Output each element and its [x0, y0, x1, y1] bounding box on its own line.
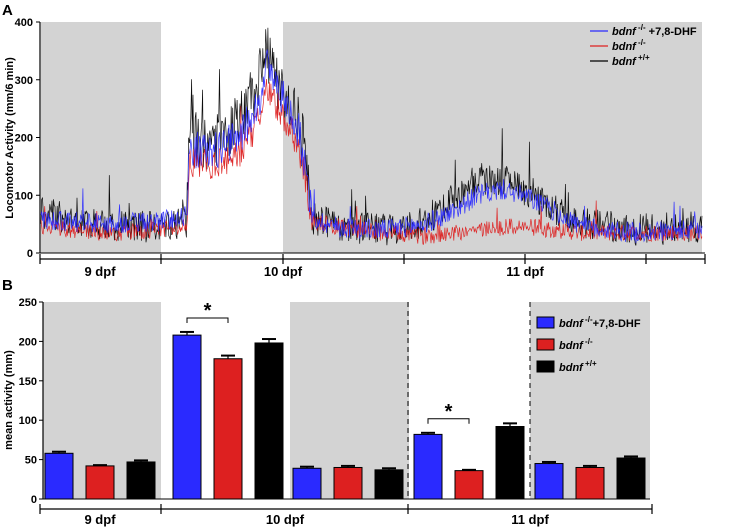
legend-label-b: bdnf -/- [559, 337, 593, 352]
x-axis-day-brackets [39, 254, 706, 264]
bar-group [44, 330, 646, 500]
legend-label: bdnf -/- [612, 38, 646, 53]
y-axis-ticks: 0 100 200 300 400 [15, 17, 40, 260]
legend-swatch-b [536, 360, 555, 373]
line-series-group [40, 27, 703, 246]
series-line-0 [40, 49, 703, 244]
legend-label: bdnf -/- +7,8-DHF [612, 23, 697, 38]
bar-4-2 [616, 457, 646, 500]
panel-a: A 0 100 200 300 400 Locomotor Activity (mm/6… [2, 2, 706, 279]
y-tick-label-b: 100 [19, 415, 37, 427]
bar-0-2 [126, 461, 156, 500]
bar-2-2 [374, 469, 404, 500]
night-shade-10dpf-11dpf [283, 22, 702, 253]
panel-b: B 0 50 100 150 200 250 mean activity (mm) 9 d… [2, 277, 653, 527]
y-tick-label: 100 [15, 190, 33, 202]
y-tick-label: 200 [15, 133, 33, 145]
legend-b: bdnf -/-+7,8-DHF bdnf -/- bdnf +/+ [536, 315, 641, 374]
x-group-label-11dpf-b: 11 dpf [511, 512, 549, 527]
panel-b-letter: B [2, 277, 13, 294]
y-axis-label: Locomotor Activity (mm/6 min) [4, 57, 16, 219]
significance-star: * [204, 300, 212, 322]
y-tick-label-b: 0 [31, 494, 37, 506]
significance-bracket [427, 418, 470, 424]
y-axis-ticks-b: 0 50 100 150 200 250 [19, 297, 43, 506]
bar-4-1 [575, 466, 605, 500]
x-group-label-10dpf-b: 10 dpf [266, 512, 305, 527]
y-tick-label-b: 50 [25, 455, 37, 467]
y-tick-label: 300 [15, 75, 33, 87]
legend-swatch-b [536, 316, 555, 329]
bar-3-0 [413, 433, 443, 500]
legend-label-b: bdnf -/-+7,8-DHF [559, 315, 641, 330]
significance-star: * [445, 401, 453, 423]
bar-0-1 [85, 465, 115, 500]
legend-swatch-b [536, 338, 555, 351]
significance-group: ** [186, 300, 470, 424]
y-tick-label: 0 [27, 248, 33, 260]
x-axis-day-brackets-b [39, 504, 653, 514]
bar-0-0 [44, 452, 74, 500]
x-group-label-9dpf-b: 9 dpf [84, 512, 116, 527]
y-tick-label-b: 150 [19, 376, 37, 388]
y-axis-label-b: mean activity (mm) [3, 350, 15, 450]
x-group-label-9dpf: 9 dpf [84, 264, 116, 279]
bar-3-2 [495, 426, 525, 500]
y-tick-label-b: 200 [19, 336, 37, 348]
x-group-label-10dpf: 10 dpf [264, 264, 303, 279]
bar-1-1 [213, 358, 243, 500]
legend-label-b: bdnf +/+ [559, 359, 597, 374]
bar-1-2 [254, 342, 284, 500]
y-tick-label-b: 250 [19, 297, 37, 309]
bar-2-0 [292, 467, 322, 500]
bar-4-0 [534, 463, 564, 500]
x-group-label-11dpf: 11 dpf [506, 264, 544, 279]
y-tick-label: 400 [15, 17, 33, 29]
series-line-1 [40, 78, 703, 245]
panel-a-letter: A [2, 2, 13, 19]
significance-bracket [186, 317, 229, 323]
bar-3-1 [454, 470, 484, 500]
legend-label: bdnf +/+ [612, 53, 650, 68]
bar-2-1 [333, 466, 363, 500]
bar-1-0 [172, 334, 202, 500]
